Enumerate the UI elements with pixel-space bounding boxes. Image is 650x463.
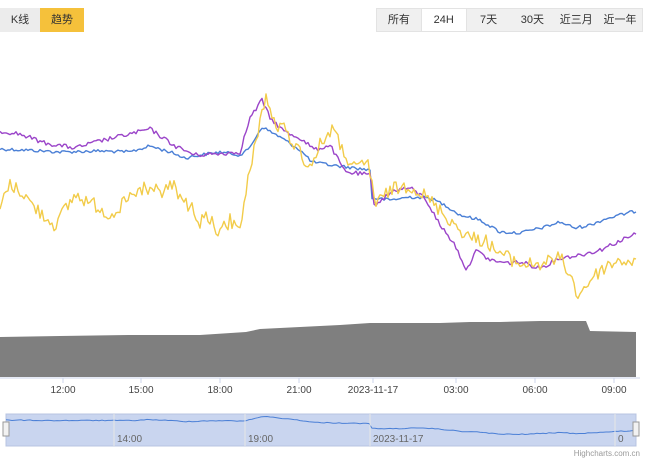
x-tick-label: 18:00 <box>207 385 232 396</box>
x-tick-label: 21:00 <box>286 385 311 396</box>
navigator-tick-label: 2023-11-17 <box>373 434 424 445</box>
range-1y-button[interactable]: 近一年 <box>603 14 637 26</box>
navigator-window[interactable] <box>5 413 637 447</box>
navigator-left-handle[interactable] <box>2 421 10 437</box>
volume-area <box>0 321 636 377</box>
navigator-series-line <box>5 415 637 436</box>
x-axis: 12:00 15:00 18:00 21:00 2023-11-17 03:00 06:00… <box>0 377 640 396</box>
range-24h-button[interactable]: 24H <box>420 9 467 31</box>
navigator-tick-label: 14:00 <box>117 434 142 445</box>
range-selector: 所有 24H 7天 30天 近三月 近一年 <box>376 8 643 32</box>
series-line-blue <box>0 127 637 235</box>
x-tick-label: 09:00 <box>601 385 626 396</box>
chart-type-tabs: K线 趋势 <box>0 8 84 32</box>
x-tick-label: 06:00 <box>522 385 547 396</box>
range-7d-button[interactable]: 7天 <box>480 14 498 26</box>
navigator-tick-label: 19:00 <box>248 434 273 445</box>
navigator-right-handle[interactable] <box>632 421 640 437</box>
tab-kline[interactable]: K线 <box>0 8 40 32</box>
plot-area <box>0 93 637 377</box>
series-line-purple <box>0 97 637 271</box>
tab-trend[interactable]: 趋势 <box>40 8 84 32</box>
x-tick-label: 15:00 <box>128 385 153 396</box>
credits-text[interactable]: Highcharts.com.cn <box>574 449 640 458</box>
range-all-button[interactable]: 所有 <box>387 14 410 26</box>
x-tick-label: 12:00 <box>50 385 75 396</box>
navigator[interactable]: 14:00 19:00 2023-11-17 0 <box>2 413 640 447</box>
series-line-yellow <box>0 93 637 300</box>
range-3m-button[interactable]: 近三月 <box>559 14 593 26</box>
x-tick-label: 03:00 <box>443 385 468 396</box>
x-tick-label: 2023-11-17 <box>348 385 399 396</box>
range-30d-button[interactable]: 30天 <box>520 14 545 26</box>
navigator-tick-label: 0 <box>618 434 624 445</box>
